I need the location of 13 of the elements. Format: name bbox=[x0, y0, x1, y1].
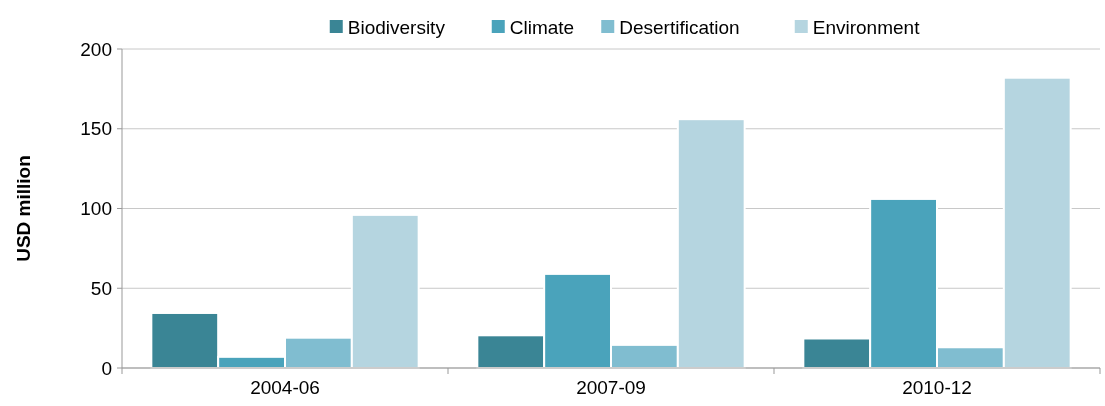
x-tick-label: 2007-09 bbox=[576, 377, 646, 398]
y-tick-label: 50 bbox=[90, 277, 112, 299]
legend-label: Desertification bbox=[619, 16, 740, 38]
legend-label: Climate bbox=[509, 16, 575, 38]
x-tick-label: 2004-06 bbox=[250, 377, 320, 398]
y-tick-label: 0 bbox=[101, 357, 112, 379]
legend-label: Environment bbox=[812, 16, 921, 38]
y-tick-label: 100 bbox=[80, 198, 112, 220]
y-tick-label: 200 bbox=[80, 38, 112, 60]
y-axis-title: USD million bbox=[13, 155, 34, 262]
y-tick-label: 150 bbox=[80, 118, 112, 140]
legend-label: Biodiversity bbox=[347, 16, 446, 38]
x-tick-label: 2010-12 bbox=[902, 377, 972, 398]
